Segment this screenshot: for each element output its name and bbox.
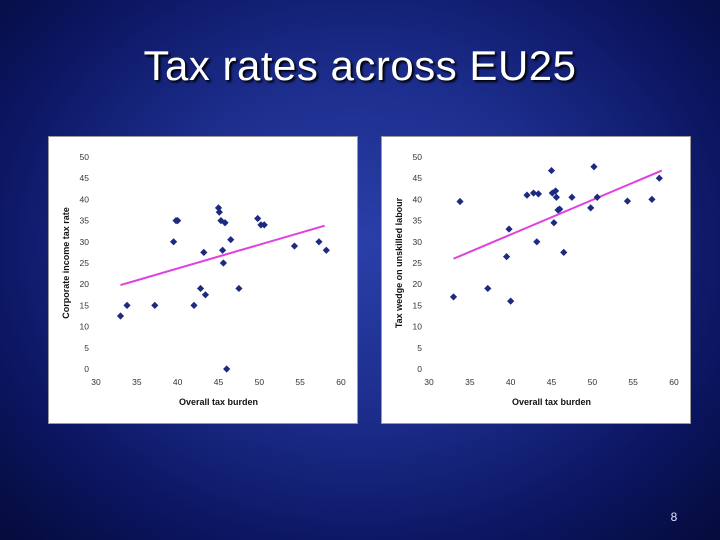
x-tick-label: 30: [91, 377, 101, 387]
y-tick-label: 20: [413, 279, 423, 289]
x-tick-label: 40: [173, 377, 183, 387]
data-point: [552, 193, 560, 201]
x-tick-label: 50: [588, 377, 598, 387]
data-point: [550, 219, 558, 227]
data-point: [260, 221, 268, 229]
x-tick-label: 45: [214, 377, 224, 387]
data-point: [221, 219, 229, 227]
scatter-plot-svg: 0 5 10 15 20 25 30 35 40 45 50 30 35 40 45 50 55 60 Overal…: [394, 152, 679, 407]
data-point: [322, 246, 330, 254]
data-point: [218, 246, 227, 254]
data-point: [505, 225, 513, 233]
y-tick-label: 10: [80, 322, 90, 332]
data-point: [587, 204, 595, 212]
y-tick-label: 20: [80, 279, 90, 289]
scatter-chart-corporate-tax: 0 5 10 15 20 25 30 35 40 45 50 30 35 40 45 50 55 60 Overal…: [48, 136, 358, 424]
x-tick-label: 50: [255, 377, 265, 387]
data-point: [200, 248, 208, 256]
y-axis-label: Corporate income tax rate: [61, 207, 71, 319]
x-tick-label: 55: [295, 377, 305, 387]
data-point: [590, 163, 598, 171]
data-point: [123, 301, 131, 309]
data-point: [219, 259, 227, 267]
x-axis-label: Overall tax burden: [512, 397, 591, 407]
y-tick-label: 35: [413, 216, 423, 226]
data-point: [529, 189, 538, 197]
data-point: [196, 284, 205, 293]
y-tick-label: 15: [413, 300, 423, 310]
y-tick-label: 5: [417, 343, 422, 353]
y-tick-label: 0: [417, 364, 422, 374]
trend-line: [120, 224, 325, 287]
y-tick-label: 5: [84, 343, 89, 353]
data-point: [648, 195, 656, 203]
data-point: [235, 284, 243, 293]
y-tick-label: 50: [80, 152, 90, 162]
y-tick-label: 40: [80, 194, 90, 204]
y-tick-label: 25: [80, 258, 90, 268]
page-number: 8: [670, 510, 678, 524]
data-point: [568, 193, 576, 201]
data-point: [174, 217, 182, 225]
x-tick-label: 45: [547, 377, 557, 387]
data-point: [169, 238, 178, 246]
data-point: [151, 301, 159, 309]
data-point: [623, 197, 632, 205]
y-tick-label: 10: [413, 322, 423, 332]
x-tick-label: 55: [628, 377, 638, 387]
data-point: [223, 365, 231, 373]
data-point: [533, 238, 541, 246]
x-axis-label: Overall tax burden: [179, 397, 258, 407]
data-point: [190, 301, 198, 309]
x-tick-label: 35: [132, 377, 142, 387]
x-tick-label: 60: [336, 377, 346, 387]
data-point: [214, 204, 223, 212]
data-point: [116, 312, 125, 320]
data-point: [547, 166, 556, 175]
y-tick-label: 15: [80, 300, 90, 310]
data-point: [215, 208, 223, 216]
x-tick-label: 35: [465, 377, 475, 387]
data-point: [507, 297, 515, 305]
trend-line: [453, 169, 663, 260]
y-tick-label: 35: [80, 216, 90, 226]
x-tick-label: 40: [506, 377, 516, 387]
data-point: [449, 293, 458, 301]
y-tick-label: 45: [80, 173, 90, 183]
data-point: [502, 253, 511, 261]
data-point: [315, 238, 323, 246]
data-point: [523, 191, 531, 199]
x-tick-label: 60: [669, 377, 679, 387]
data-point: [534, 190, 543, 198]
scatter-plot-svg: 0 5 10 15 20 25 30 35 40 45 50 30 35 40 45 50 55 60 Overal…: [61, 152, 346, 407]
scatter-chart-tax-wedge: 0 5 10 15 20 25 30 35 40 45 50 30 35 40 45 50 55 60 Overal…: [381, 136, 691, 424]
data-point: [593, 193, 601, 201]
y-tick-label: 25: [413, 258, 423, 268]
data-point: [484, 284, 492, 293]
data-point: [548, 189, 556, 197]
slide-title: Tax rates across EU25: [143, 42, 577, 89]
data-point: [254, 214, 262, 223]
data-point: [201, 291, 210, 299]
y-tick-label: 30: [80, 237, 90, 247]
data-point: [227, 236, 235, 244]
data-point: [290, 242, 299, 250]
y-tick-label: 40: [413, 194, 423, 204]
x-tick-label: 30: [424, 377, 434, 387]
y-tick-label: 50: [413, 152, 423, 162]
y-axis-label: Tax wedge on unskilled labour: [394, 197, 404, 328]
y-tick-label: 45: [413, 173, 423, 183]
data-point: [560, 248, 568, 256]
data-point: [655, 174, 663, 182]
data-point: [456, 197, 464, 206]
y-tick-label: 30: [413, 237, 423, 247]
y-tick-label: 0: [84, 364, 89, 374]
